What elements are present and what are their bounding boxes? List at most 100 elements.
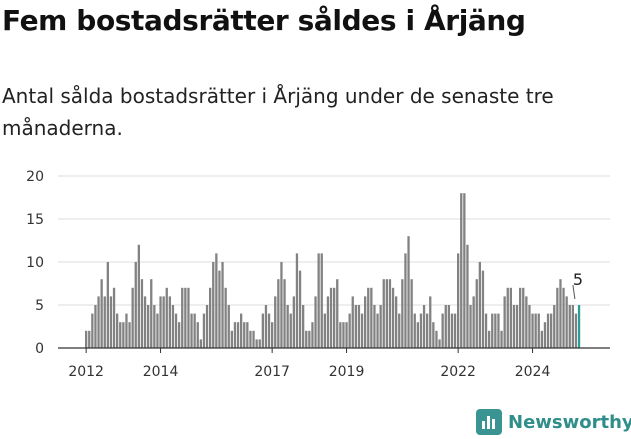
bar	[190, 313, 193, 348]
bar	[404, 253, 407, 348]
annotation-leader	[572, 284, 576, 300]
bar	[181, 287, 184, 348]
bar	[503, 296, 506, 348]
bar	[515, 305, 519, 348]
bar	[432, 322, 435, 348]
bar	[457, 253, 460, 348]
bar	[215, 253, 218, 348]
bar	[227, 305, 230, 348]
bar	[125, 313, 128, 348]
x-tick-label: 2019	[329, 364, 365, 380]
bar	[395, 296, 398, 348]
bar	[413, 313, 416, 348]
bar	[168, 296, 171, 348]
bar	[205, 305, 209, 348]
bar	[497, 313, 500, 348]
bar	[329, 287, 333, 348]
bar	[571, 305, 574, 348]
bar	[258, 339, 261, 348]
bar	[478, 262, 481, 348]
bar	[416, 322, 419, 348]
bar	[435, 330, 438, 348]
bar	[150, 279, 153, 348]
brand-name: Newsworthy	[508, 411, 631, 433]
bar	[109, 296, 113, 348]
bar	[360, 313, 364, 348]
bar	[512, 305, 516, 348]
bar	[419, 313, 423, 348]
bar	[388, 279, 392, 348]
x-tick-label: 2012	[68, 364, 104, 380]
bar	[441, 313, 444, 348]
chart-title: Fem bostadsrätter såldes i Årjäng	[2, 4, 526, 37]
bar	[382, 279, 385, 348]
bar	[100, 279, 103, 348]
bar	[308, 330, 311, 348]
bar	[534, 313, 537, 348]
bar	[345, 322, 348, 348]
bar	[271, 322, 274, 348]
newsworthy-logo-icon	[476, 409, 502, 435]
bar	[336, 279, 339, 348]
bar	[556, 287, 559, 348]
bar	[94, 305, 97, 348]
bar	[481, 270, 485, 348]
bar	[370, 287, 373, 348]
bar	[401, 279, 404, 348]
bar	[453, 313, 457, 348]
x-tick-label: 2014	[143, 364, 179, 380]
bar	[97, 296, 100, 348]
bar	[116, 313, 119, 348]
bar	[466, 244, 469, 348]
bar	[475, 279, 478, 348]
bar	[249, 330, 252, 348]
bar	[500, 330, 503, 348]
bar	[460, 193, 463, 348]
bar	[218, 270, 221, 348]
bar	[162, 296, 165, 348]
bar	[525, 296, 528, 348]
bar	[131, 287, 134, 348]
bar	[267, 313, 271, 348]
bar	[426, 313, 429, 348]
bar	[342, 322, 345, 348]
bar	[367, 287, 370, 348]
bar	[348, 313, 351, 348]
bar	[351, 296, 354, 348]
bar	[491, 313, 494, 348]
bar	[165, 287, 168, 348]
bar	[243, 322, 246, 348]
bar	[391, 287, 395, 348]
bar	[286, 305, 289, 348]
bar	[540, 330, 543, 348]
bar	[373, 305, 376, 348]
bar	[488, 330, 491, 348]
bar	[364, 296, 367, 348]
bar	[252, 330, 255, 348]
bar	[184, 287, 187, 348]
bar	[447, 305, 450, 348]
bar	[103, 296, 106, 348]
highlighted-bar	[577, 305, 581, 348]
bar	[137, 244, 140, 348]
bar	[246, 322, 249, 348]
x-tick-label: 2022	[440, 364, 476, 380]
bar	[295, 253, 299, 348]
bar	[174, 313, 178, 348]
x-tick-label: 2017	[254, 364, 290, 380]
bar	[565, 296, 568, 348]
bar	[357, 305, 361, 348]
bar	[333, 287, 336, 348]
bar	[143, 296, 147, 348]
bar	[323, 313, 326, 348]
bar	[450, 313, 454, 348]
bar	[379, 305, 382, 348]
bar	[88, 330, 91, 348]
bar	[209, 287, 212, 348]
bar	[134, 262, 137, 348]
bar	[159, 296, 162, 348]
bar	[398, 313, 401, 348]
bar	[240, 313, 243, 348]
newsworthy-brand[interactable]: Newsworthy	[476, 409, 631, 435]
bar	[153, 305, 156, 348]
